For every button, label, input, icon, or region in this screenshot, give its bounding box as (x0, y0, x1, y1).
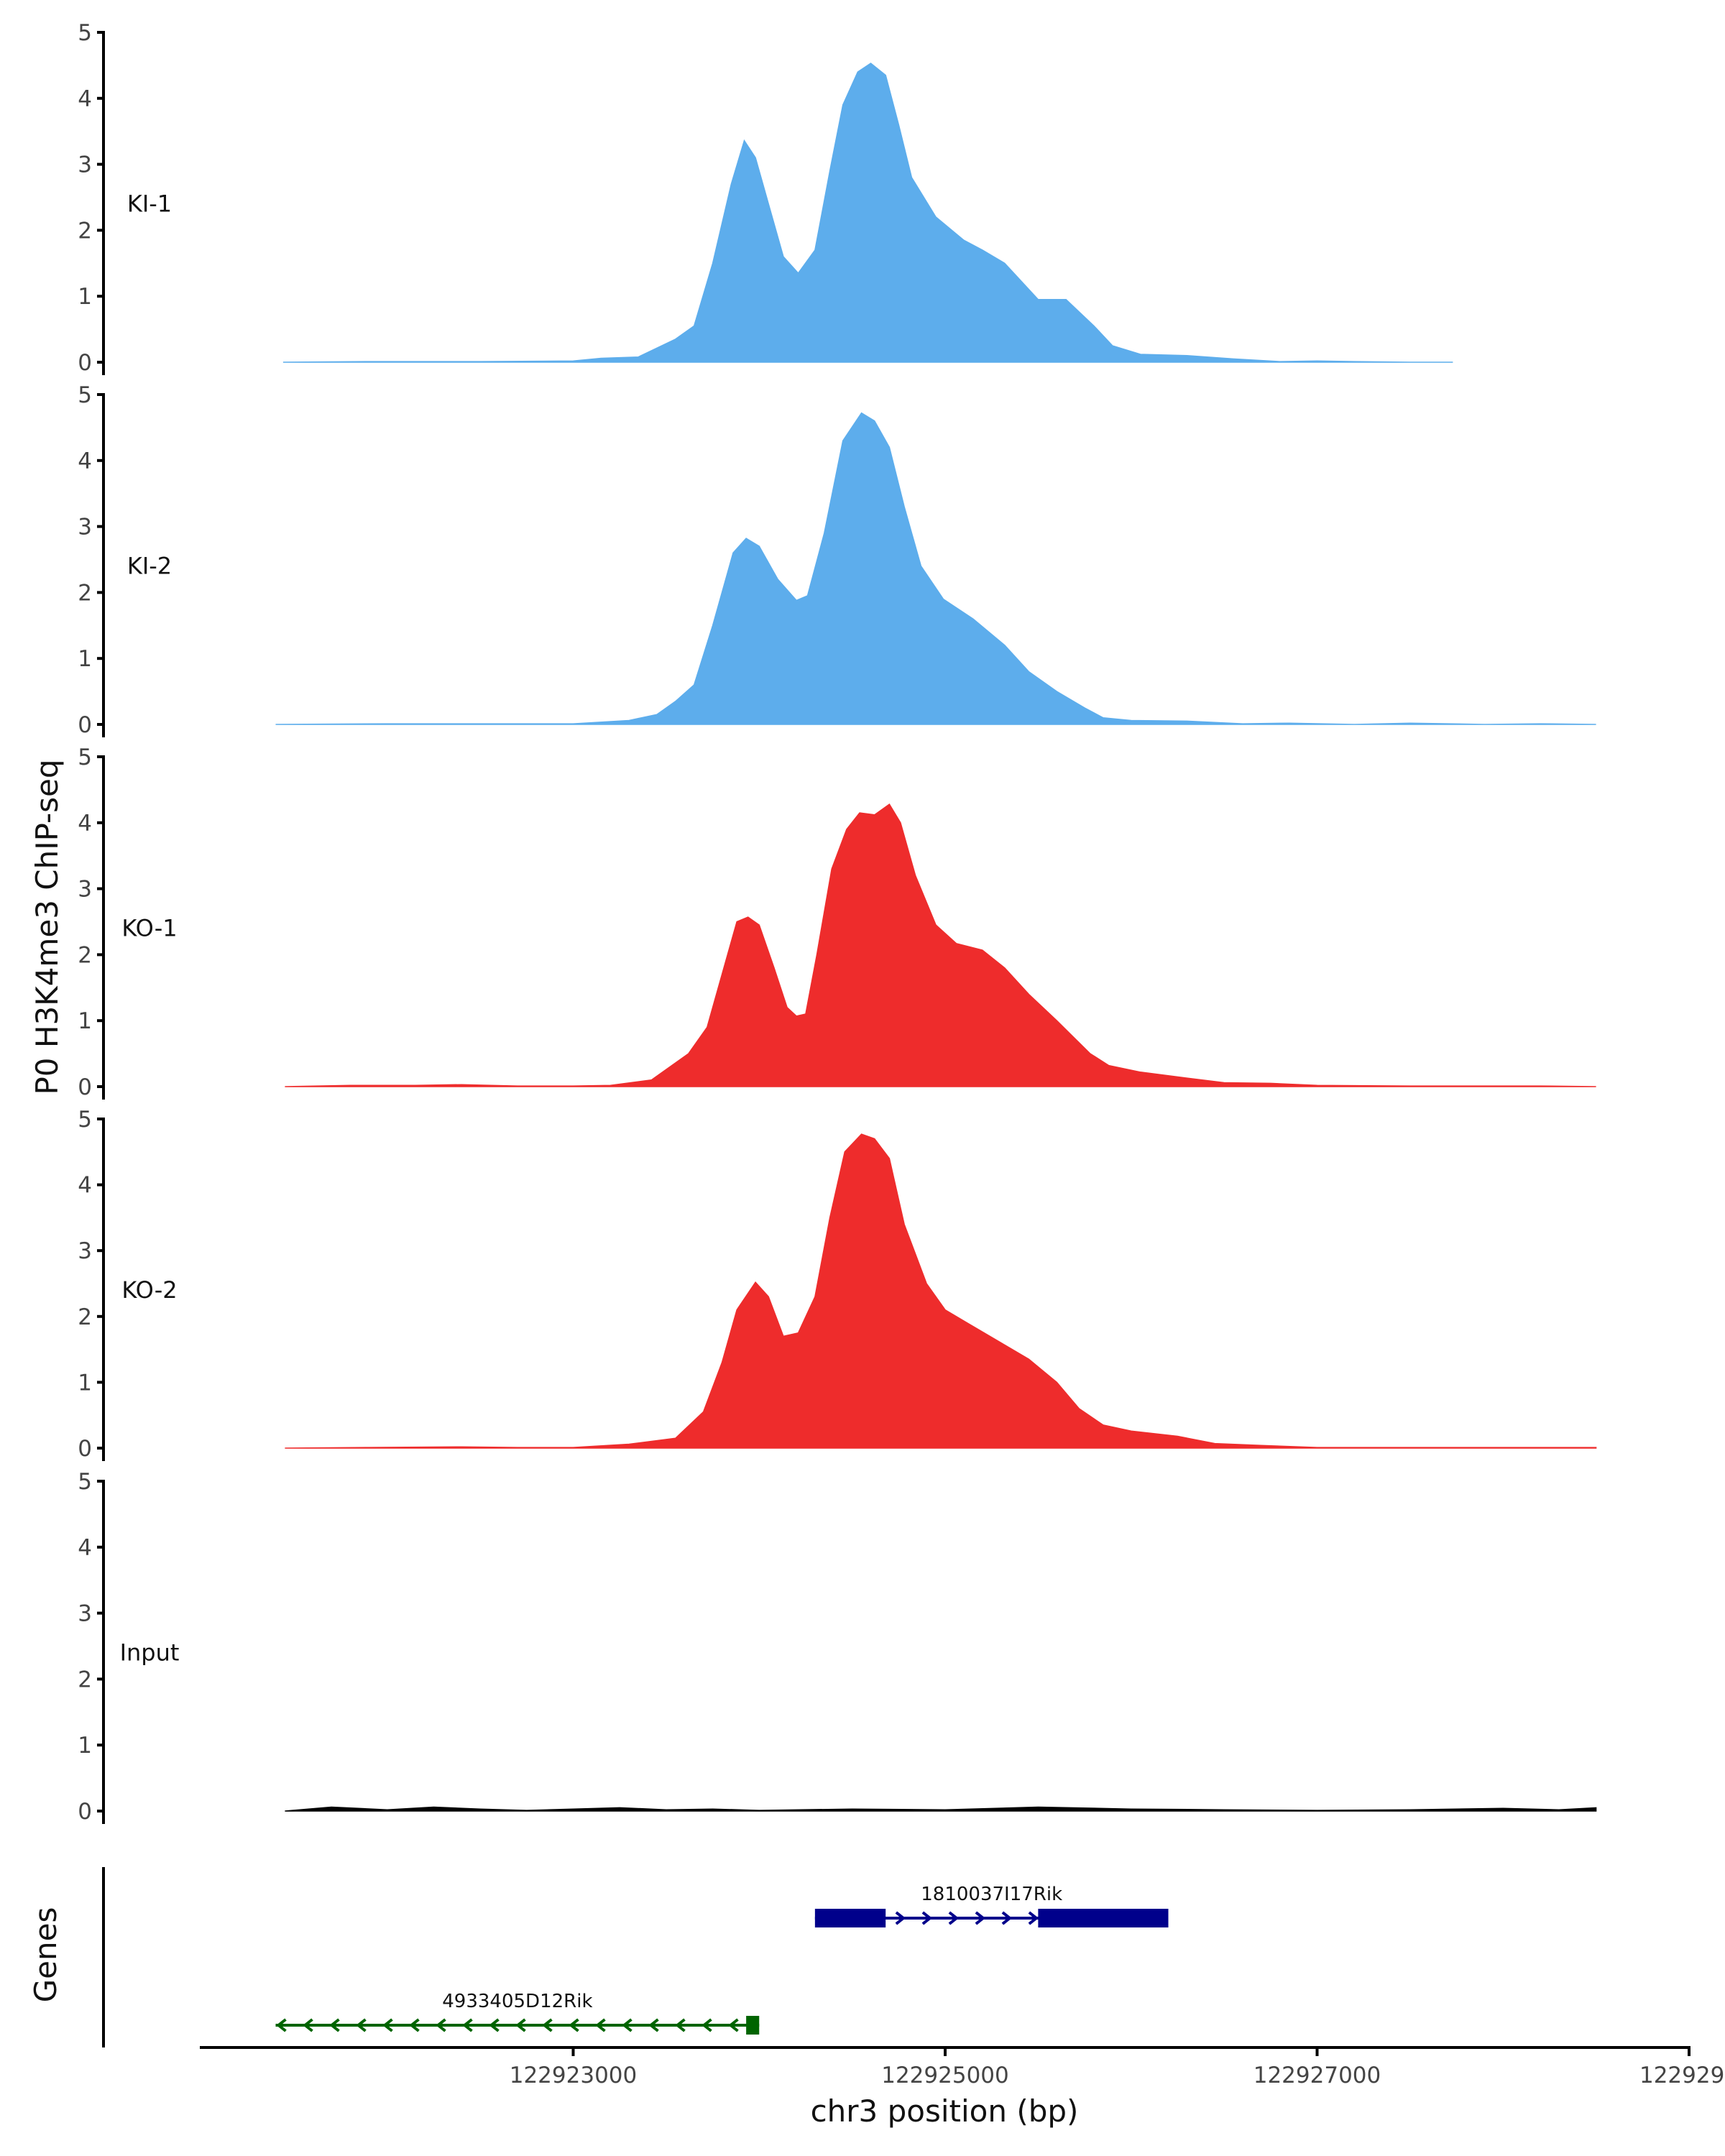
y-tick-label: 0 (78, 1074, 92, 1100)
y-tick-label: 2 (78, 1304, 92, 1330)
gene-4933405d12rik: 4933405D12Rik (275, 1991, 760, 2035)
gene-panel-title: Genes (28, 1907, 63, 2003)
y-tick-label: 2 (78, 580, 92, 606)
strand-chevron (409, 2018, 420, 2032)
track-label-ki-2: KI-2 (127, 553, 172, 580)
y-tick-label: 1 (78, 1370, 92, 1396)
strand-chevron (489, 2018, 500, 2032)
strand-chevron (975, 1911, 986, 1925)
x-tick-label: 122925000 (881, 2063, 1009, 2088)
track-label-ki-1: KI-1 (127, 190, 172, 218)
y-tick-label: 3 (78, 1238, 92, 1264)
y-tick-label: 4 (78, 86, 92, 112)
track-label-ko-2: KO-2 (121, 1276, 177, 1304)
y-tick-label: 2 (78, 1667, 92, 1692)
strand-chevron (276, 2018, 287, 2032)
track-input: 0 1 2 3 4 5 Input (78, 1469, 1597, 1825)
y-tick-label: 1 (78, 1733, 92, 1759)
y-tick-label: 5 (78, 382, 92, 408)
y-tick-label: 1 (78, 1008, 92, 1034)
strand-chevron (462, 2018, 473, 2032)
strand-chevron (948, 1911, 960, 1925)
y-tick-label: 3 (78, 1601, 92, 1627)
x-axis: 122923000 122925000 122927000 1229290 (200, 2046, 1725, 2088)
gene-exon (1038, 1909, 1169, 1927)
gene-exon (814, 1909, 886, 1927)
y-tick-label: 4 (78, 1173, 92, 1199)
strand-chevron (436, 2018, 446, 2032)
track-ko-2: 0 1 2 3 4 5 KO-2 (78, 1107, 1597, 1462)
strand-chevron (329, 2018, 340, 2032)
strand-chevron (303, 2018, 313, 2032)
strand-chevron (728, 2018, 739, 2032)
strand-chevron (675, 2018, 686, 2032)
y-tick-label: 4 (78, 448, 92, 474)
y-tick-label: 5 (78, 20, 92, 46)
x-axis-title: chr3 position (bp) (811, 2093, 1079, 2129)
track-label-input: Input (120, 1639, 180, 1667)
y-axis-title: P0 H3K4me3 ChIP-seq (29, 759, 65, 1095)
gene-1810037i17rik: 1810037I17Rik (814, 1884, 1169, 1927)
y-tick-label: 5 (78, 1107, 92, 1133)
strand-chevron (595, 2018, 606, 2032)
y-tick-label: 3 (78, 515, 92, 540)
coverage-area-ki-1 (282, 63, 1453, 363)
strand-chevron (382, 2018, 393, 2032)
track-panels: 0 1 2 3 4 5 KI-1 0 1 2 3 4 5 KI-2 0 1 2 3 4 5 KO-1 0 1 2 3 4 5 KO-2… (78, 20, 1597, 1825)
y-tick-label: 0 (78, 712, 92, 738)
y-tick-label: 4 (78, 811, 92, 837)
track-ki-2: 0 1 2 3 4 5 KI-2 (78, 382, 1596, 738)
strand-chevron (1028, 1911, 1039, 1925)
coverage-area-ki-2 (275, 412, 1596, 725)
strand-chevron (622, 2018, 632, 2032)
y-tick-label: 2 (78, 218, 92, 244)
y-tick-label: 0 (78, 1436, 92, 1462)
strand-chevron (515, 2018, 526, 2032)
y-tick-label: 0 (78, 1799, 92, 1825)
y-tick-label: 1 (78, 646, 92, 672)
track-label-ko-1: KO-1 (121, 915, 177, 942)
strand-chevron (895, 1911, 906, 1925)
y-tick-label: 3 (78, 877, 92, 903)
y-tick-label: 5 (78, 745, 92, 770)
y-tick-label: 3 (78, 152, 92, 178)
x-tick-label: 122923000 (510, 2063, 638, 2088)
x-tick-label: 122927000 (1254, 2063, 1381, 2088)
gene-label: 1810037I17Rik (921, 1884, 1062, 1905)
coverage-area-ko-2 (285, 1133, 1597, 1449)
y-tick-label: 5 (78, 1469, 92, 1495)
strand-chevron (569, 2018, 579, 2032)
gene-label: 4933405D12Rik (442, 1991, 592, 2012)
strand-chevron (542, 2018, 553, 2032)
strand-chevron (648, 2018, 659, 2032)
track-ko-1: 0 1 2 3 4 5 KO-1 (78, 745, 1596, 1100)
x-tick-label: 1229290 (1639, 2063, 1725, 2088)
strand-chevron (1001, 1911, 1013, 1925)
strand-chevron (921, 1911, 933, 1925)
gene-exon (746, 2016, 760, 2035)
strand-chevron (702, 2018, 712, 2032)
y-tick-label: 0 (78, 350, 92, 376)
y-tick-label: 1 (78, 284, 92, 310)
gene-panel: Genes 1810037I17Rik 4933405D12Rik (28, 1867, 1169, 2047)
strand-chevron (356, 2018, 367, 2032)
track-ki-1: 0 1 2 3 4 5 KI-1 (78, 20, 1453, 376)
coverage-area-input (285, 1806, 1597, 1812)
y-tick-label: 4 (78, 1535, 92, 1561)
y-tick-label: 2 (78, 942, 92, 968)
coverage-area-ko-1 (285, 803, 1596, 1087)
